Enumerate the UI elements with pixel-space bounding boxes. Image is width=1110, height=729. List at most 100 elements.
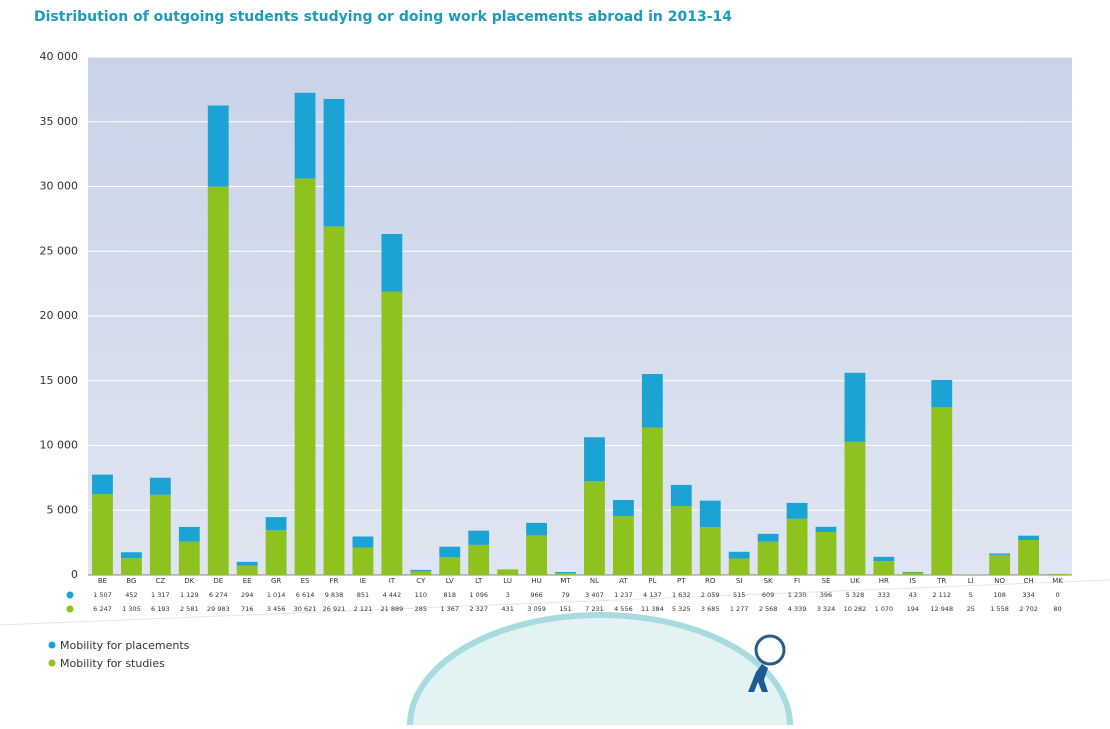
bar-segment bbox=[381, 292, 402, 575]
x-tick-label: CZ bbox=[156, 577, 166, 585]
bar-segment bbox=[1018, 540, 1039, 575]
x-tick-label: MT bbox=[560, 577, 571, 585]
value-label: 110 bbox=[415, 591, 427, 599]
y-tick-label: 10 000 bbox=[40, 439, 79, 452]
value-label: 9 838 bbox=[325, 591, 344, 599]
value-label: 2 327 bbox=[469, 605, 488, 613]
x-tick-label: IS bbox=[910, 577, 917, 585]
x-tick-label: BE bbox=[98, 577, 107, 585]
bar-segment bbox=[758, 542, 779, 575]
value-label: 2 568 bbox=[759, 605, 778, 613]
value-label: 7 231 bbox=[585, 605, 604, 613]
value-label: 1 317 bbox=[151, 591, 170, 599]
value-label: 1 096 bbox=[469, 591, 488, 599]
bar-segment bbox=[179, 527, 200, 542]
value-label: 79 bbox=[561, 591, 569, 599]
bar-segment bbox=[468, 531, 489, 545]
bar-segment bbox=[787, 519, 808, 575]
value-label: 1 507 bbox=[93, 591, 112, 599]
value-label: 2 112 bbox=[932, 591, 951, 599]
decor-icon bbox=[756, 636, 784, 664]
bar-segment bbox=[381, 234, 402, 292]
value-label: 4 556 bbox=[614, 605, 633, 613]
bar-segment bbox=[700, 527, 721, 575]
value-label: 452 bbox=[125, 591, 137, 599]
value-label: 3 bbox=[506, 591, 510, 599]
value-label: 5 bbox=[969, 591, 973, 599]
bar-segment bbox=[931, 380, 952, 407]
value-label: 334 bbox=[1022, 591, 1034, 599]
bar-segment bbox=[613, 516, 634, 575]
x-tick-label: LV bbox=[446, 577, 454, 585]
x-tick-label: DE bbox=[213, 577, 223, 585]
x-tick-label: GR bbox=[271, 577, 281, 585]
x-tick-label: AT bbox=[619, 577, 628, 585]
x-tick-label: PT bbox=[677, 577, 686, 585]
bar-segment bbox=[902, 572, 923, 573]
bar-segment bbox=[989, 553, 1010, 554]
bar-segment bbox=[324, 99, 345, 226]
bar-segment bbox=[92, 494, 113, 575]
value-label: 6 193 bbox=[151, 605, 170, 613]
value-label: 609 bbox=[762, 591, 774, 599]
x-tick-label: NO bbox=[994, 577, 1005, 585]
bar-segment bbox=[295, 93, 316, 179]
bar-segment bbox=[873, 561, 894, 575]
value-label: 818 bbox=[444, 591, 456, 599]
bar-segment bbox=[700, 501, 721, 528]
value-label: 29 983 bbox=[207, 605, 230, 613]
value-label: 4 137 bbox=[643, 591, 662, 599]
value-label: 431 bbox=[501, 605, 513, 613]
x-tick-label: SE bbox=[822, 577, 831, 585]
bar-segment bbox=[526, 523, 547, 536]
bar-segment bbox=[208, 187, 229, 575]
value-label: 1 305 bbox=[122, 605, 141, 613]
value-label: 11 384 bbox=[641, 605, 664, 613]
x-tick-label: LI bbox=[968, 577, 974, 585]
decor-arc bbox=[410, 615, 790, 725]
value-label: 3 324 bbox=[817, 605, 836, 613]
bar-segment bbox=[555, 572, 576, 573]
bar-segment bbox=[816, 527, 837, 532]
bar-segment bbox=[584, 481, 605, 575]
value-label: 3 685 bbox=[701, 605, 720, 613]
y-tick-label: 5 000 bbox=[47, 503, 79, 516]
bar-segment bbox=[873, 557, 894, 561]
value-label: 43 bbox=[909, 591, 917, 599]
x-tick-label: CY bbox=[416, 577, 426, 585]
legend-marker bbox=[49, 642, 56, 649]
x-tick-label: PL bbox=[648, 577, 656, 585]
bar-segment bbox=[671, 506, 692, 575]
bar-segment bbox=[584, 437, 605, 481]
value-label: 108 bbox=[993, 591, 1005, 599]
value-label: 716 bbox=[241, 605, 253, 613]
value-label: 3 059 bbox=[527, 605, 546, 613]
bar-segment bbox=[410, 571, 431, 575]
value-label: 5 328 bbox=[846, 591, 865, 599]
legend-label: Mobility for studies bbox=[60, 657, 165, 670]
bar-segment bbox=[671, 485, 692, 506]
value-label: 2 121 bbox=[354, 605, 373, 613]
bar-segment bbox=[439, 547, 460, 558]
bar-segment bbox=[353, 548, 374, 575]
value-label: 194 bbox=[907, 605, 919, 613]
value-label: 151 bbox=[559, 605, 571, 613]
value-label: 2 702 bbox=[1019, 605, 1038, 613]
bar-segment bbox=[237, 562, 258, 566]
y-tick-label: 35 000 bbox=[40, 115, 79, 128]
bar-segment bbox=[121, 552, 142, 558]
value-label: 10 282 bbox=[844, 605, 867, 613]
chart-title: Distribution of outgoing students studyi… bbox=[34, 9, 732, 25]
bar-segment bbox=[642, 428, 663, 575]
bar-segment bbox=[816, 532, 837, 575]
bar-segment bbox=[468, 545, 489, 575]
y-tick-label: 15 000 bbox=[40, 374, 79, 387]
value-label: 515 bbox=[733, 591, 745, 599]
row-marker bbox=[67, 592, 74, 599]
value-label: 285 bbox=[415, 605, 427, 613]
x-tick-label: HU bbox=[531, 577, 541, 585]
value-label: 6 614 bbox=[296, 591, 315, 599]
bar-segment bbox=[439, 557, 460, 575]
bar-segment bbox=[613, 500, 634, 516]
value-label: 12 948 bbox=[930, 605, 953, 613]
